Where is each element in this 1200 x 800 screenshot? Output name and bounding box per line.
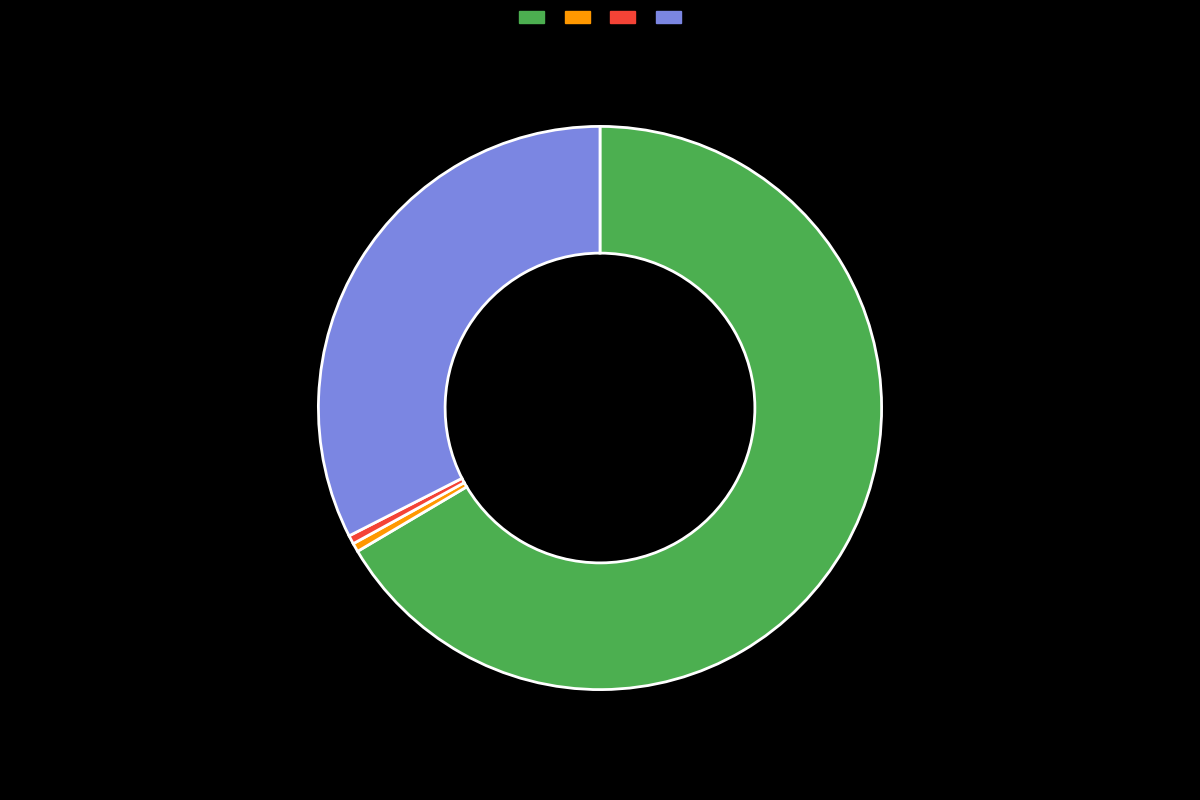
Wedge shape (358, 126, 882, 690)
Wedge shape (353, 482, 467, 551)
Wedge shape (318, 126, 600, 536)
Legend: , , , : , , , (515, 6, 685, 29)
Wedge shape (349, 478, 464, 544)
